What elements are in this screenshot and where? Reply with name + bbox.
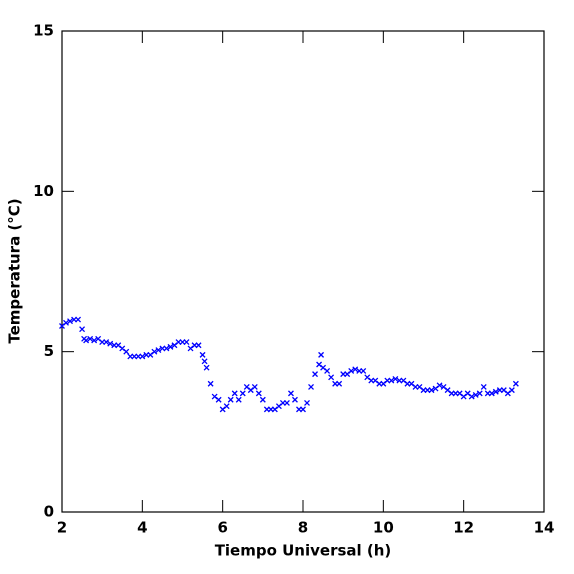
y-axis-label: Temperatura (°C) (6, 198, 24, 343)
point (103, 339, 110, 346)
point (183, 339, 190, 346)
point (227, 396, 234, 403)
point (308, 383, 314, 390)
point (352, 366, 359, 373)
point (468, 393, 475, 400)
plot-frame (61, 30, 545, 513)
point (488, 390, 495, 397)
point (304, 400, 310, 406)
point (163, 345, 170, 352)
x-tick-label: 2 (57, 519, 67, 537)
point (151, 348, 158, 355)
point (139, 353, 146, 360)
point (155, 347, 162, 354)
point (283, 400, 290, 406)
point (91, 337, 98, 344)
x-axis-label: Tiempo Universal (h) (215, 542, 392, 560)
point (83, 337, 90, 344)
point (312, 371, 319, 378)
point (255, 390, 262, 397)
point (436, 382, 443, 389)
x-tick-label: 10 (373, 519, 394, 537)
point (292, 396, 298, 403)
point (215, 396, 222, 403)
point (235, 396, 242, 403)
y-tick-label: 10 (33, 182, 54, 200)
point (480, 383, 487, 390)
point (392, 375, 399, 382)
point (360, 367, 367, 374)
point (318, 351, 325, 358)
point (199, 351, 206, 358)
point (107, 340, 114, 347)
point (223, 403, 230, 410)
point (231, 390, 238, 397)
point (207, 380, 214, 387)
x-tick-label: 14 (534, 519, 555, 537)
x-tick-label: 12 (453, 519, 474, 537)
point (348, 367, 355, 374)
point (79, 326, 86, 333)
point (512, 380, 519, 387)
point (201, 358, 208, 365)
y-tick-label: 0 (44, 503, 54, 521)
point (167, 343, 174, 350)
point (388, 377, 395, 384)
point (336, 380, 343, 387)
point (324, 367, 331, 374)
x-tick-label: 4 (137, 519, 147, 537)
point (251, 383, 258, 390)
point (87, 335, 94, 342)
point (476, 390, 483, 397)
point (239, 390, 246, 397)
point (75, 316, 82, 323)
point (123, 348, 130, 355)
y-tick-label: 5 (44, 342, 54, 360)
point (203, 364, 210, 371)
point (195, 342, 202, 349)
point (287, 390, 294, 397)
point (67, 318, 73, 325)
x-tick-label: 8 (298, 519, 308, 537)
point (508, 387, 515, 394)
point (328, 374, 335, 381)
y-tick-label: 15 (33, 22, 54, 40)
point (428, 387, 435, 394)
x-tick-label: 6 (217, 519, 227, 537)
point (63, 319, 69, 326)
point (492, 388, 499, 395)
point (259, 396, 266, 403)
point (472, 391, 479, 398)
point (300, 406, 306, 413)
